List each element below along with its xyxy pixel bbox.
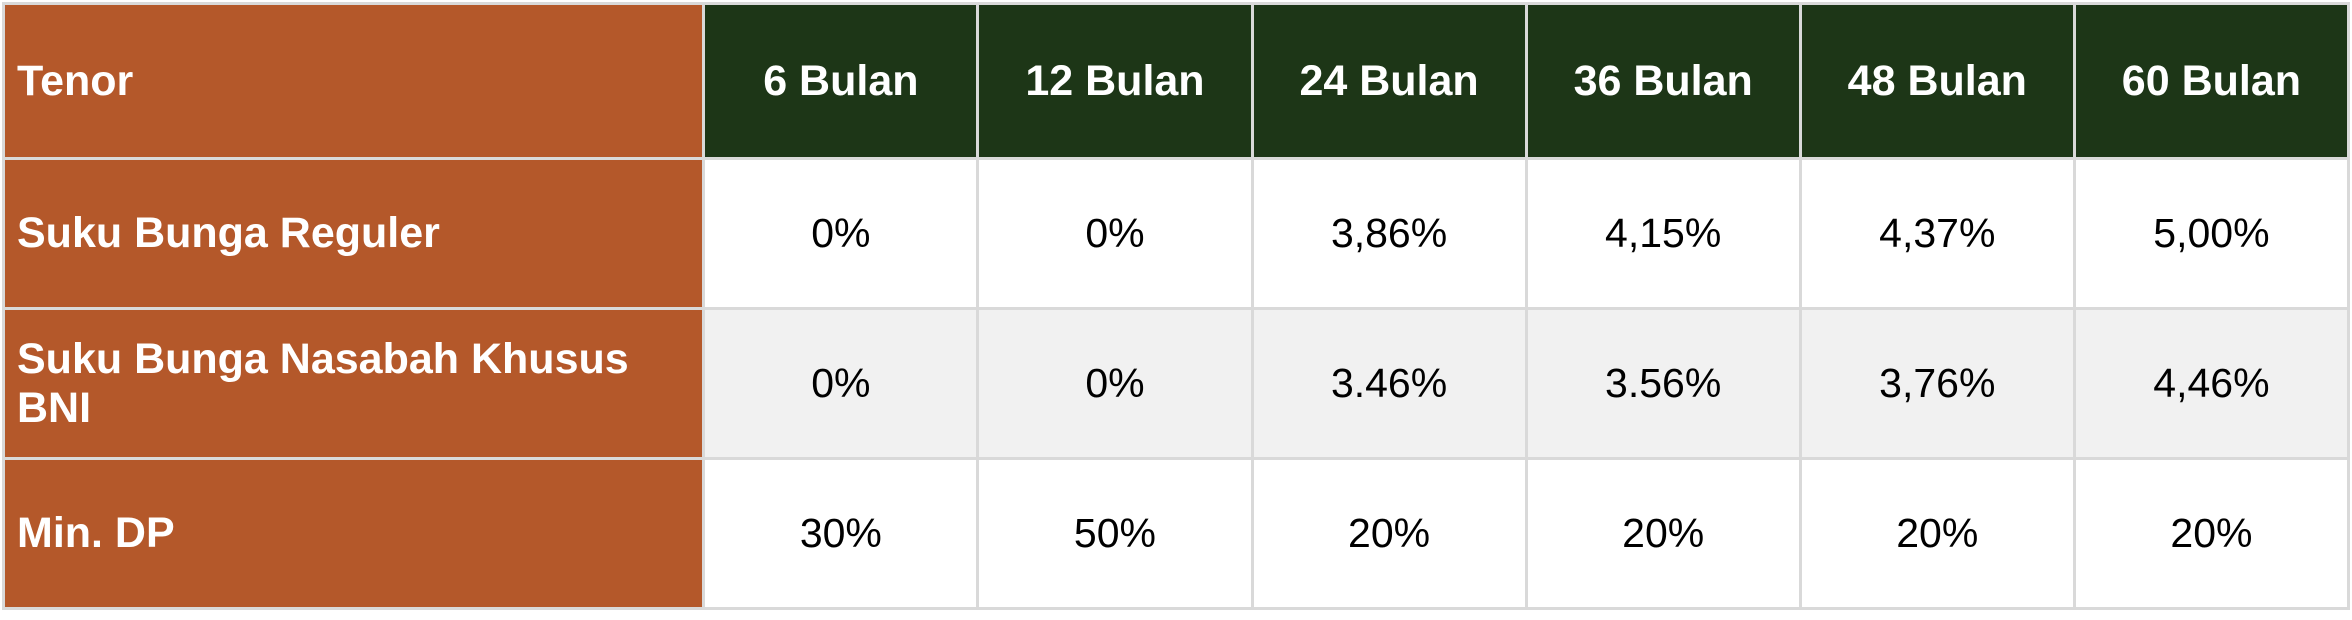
header-cell-36-bulan: 36 Bulan xyxy=(1524,2,1802,160)
header-cell-tenor: Tenor xyxy=(1,2,706,160)
table-cell: 4,37% xyxy=(1798,157,2076,310)
row-label-suku-bunga-reguler: Suku Bunga Reguler xyxy=(1,157,706,310)
table-cell: 50% xyxy=(976,457,1254,610)
table-cell: 0% xyxy=(976,307,1254,460)
table-cell: 4,15% xyxy=(1524,157,1802,310)
table-cell: 0% xyxy=(702,157,980,310)
table-cell: 0% xyxy=(976,157,1254,310)
table-cell: 3,86% xyxy=(1250,157,1528,310)
header-row: Tenor 6 Bulan 12 Bulan 24 Bulan 36 Bulan… xyxy=(1,2,2351,160)
table-cell: 3.46% xyxy=(1250,307,1528,460)
table-cell: 4,46% xyxy=(2072,307,2351,460)
table-cell: 3.56% xyxy=(1524,307,1802,460)
header-cell-6-bulan: 6 Bulan xyxy=(702,2,980,160)
header-cell-60-bulan: 60 Bulan xyxy=(2072,2,2351,160)
row-label-suku-bunga-nasabah-khusus-bni: Suku Bunga Nasabah Khusus BNI xyxy=(1,307,706,460)
table-cell: 20% xyxy=(1524,457,1802,610)
table-cell: 30% xyxy=(702,457,980,610)
table-cell: 20% xyxy=(2072,457,2351,610)
financing-rates-table: Tenor 6 Bulan 12 Bulan 24 Bulan 36 Bulan… xyxy=(1,2,2351,610)
header-cell-48-bulan: 48 Bulan xyxy=(1798,2,2076,160)
table-row-suku-bunga-nasabah-khusus-bni: Suku Bunga Nasabah Khusus BNI 0% 0% 3.46… xyxy=(1,307,2351,460)
header-cell-24-bulan: 24 Bulan xyxy=(1250,2,1528,160)
header-cell-12-bulan: 12 Bulan xyxy=(976,2,1254,160)
table-cell: 5,00% xyxy=(2072,157,2351,310)
table-cell: 20% xyxy=(1250,457,1528,610)
row-label-min-dp: Min. DP xyxy=(1,457,706,610)
table-row-suku-bunga-reguler: Suku Bunga Reguler 0% 0% 3,86% 4,15% 4,3… xyxy=(1,157,2351,310)
table-cell: 3,76% xyxy=(1798,307,2076,460)
table-cell: 0% xyxy=(702,307,980,460)
table-cell: 20% xyxy=(1798,457,2076,610)
table-row-min-dp: Min. DP 30% 50% 20% 20% 20% 20% xyxy=(1,457,2351,610)
